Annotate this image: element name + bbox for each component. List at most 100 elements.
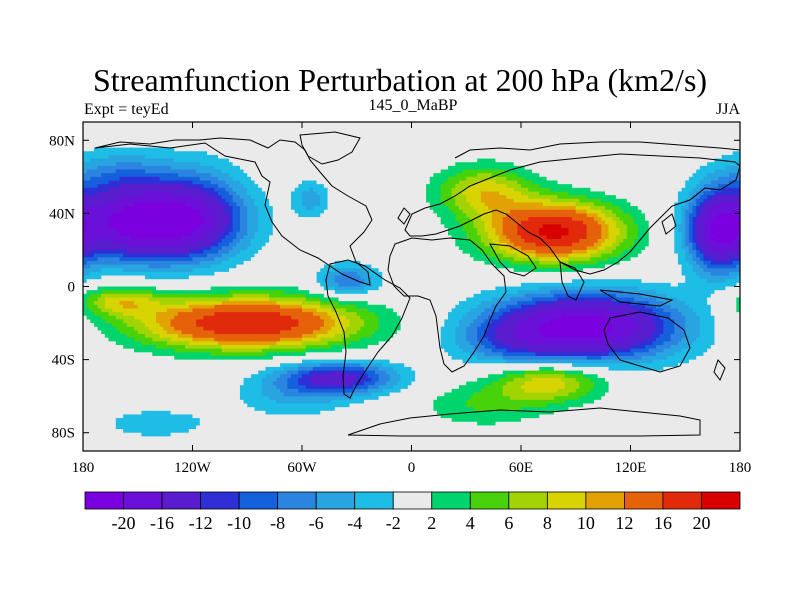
field-cell [134,143,139,149]
field-cell [126,220,132,225]
field-cell [247,286,252,291]
field-cell [177,228,183,233]
field-cell [258,271,263,277]
field-cell [280,385,285,390]
field-cell [203,122,208,127]
field-cell [199,334,205,339]
field-cell [221,301,226,306]
field-cell [137,129,142,134]
field-cell [108,341,113,346]
field-cell [243,396,248,401]
field-cell [177,238,183,244]
field-cell [261,224,267,229]
field-cell [199,136,205,141]
field-cell [163,407,168,412]
field-cell [108,213,113,218]
field-cell [214,388,219,394]
field-cell [137,388,142,394]
field-cell [134,151,139,156]
field-cell [243,282,248,288]
field-cell [254,169,259,174]
field-cell [174,414,179,419]
field-cell [199,341,205,346]
field-cell [112,224,117,229]
field-cell [152,414,157,419]
field-cell [148,282,153,288]
field-cell [239,122,245,127]
field-cell [265,315,270,320]
field-cell [225,341,230,346]
field-cell [250,136,256,141]
field-cell [229,162,234,167]
field-cell [207,432,212,437]
field-cell [283,202,288,207]
field-cell [177,242,183,247]
field-cell [258,421,263,427]
field-cell [192,421,197,427]
field-cell [250,388,256,394]
field-cell [188,359,194,364]
field-cell [108,355,113,361]
field-cell [283,224,288,229]
field-cell [236,154,241,160]
field-cell [119,407,124,412]
field-cell [265,399,270,405]
field-cell [170,217,175,222]
field-cell [112,202,117,207]
field-cell [250,249,256,255]
field-cell [86,410,91,416]
field-cell [232,173,237,178]
field-cell [134,377,139,383]
field-cell [177,184,183,189]
field-cell [229,297,234,302]
field-cell [221,330,226,335]
field-cell [265,275,270,280]
field-cell [239,308,245,313]
field-cell [83,341,88,346]
field-cell [137,440,142,445]
field-cell [280,429,285,434]
field-cell [112,165,117,171]
field-cell [119,381,124,386]
field-cell [221,418,226,423]
field-cell [196,363,201,368]
field-cell [159,392,164,397]
field-cell [185,399,190,405]
field-cell [152,220,157,225]
field-cell [196,162,201,167]
field-cell [283,268,288,273]
field-cell [218,355,223,361]
field-cell [174,162,179,167]
field-cell [265,242,270,247]
field-cell [203,209,208,214]
field-cell [185,191,190,196]
field-cell [276,271,281,277]
field-cell [247,341,252,346]
field-cell [203,396,208,401]
field-cell [170,344,175,350]
field-cell [276,366,281,372]
field-cell [232,122,237,127]
field-cell [181,165,186,171]
field-cell [203,381,208,386]
field-cell [108,235,113,240]
field-cell [86,363,91,368]
field-cell [163,136,168,141]
field-cell [90,323,95,328]
field-cell [170,381,175,386]
field-cell [159,447,164,451]
field-cell [163,403,168,408]
field-cell [192,290,197,295]
field-cell [276,308,281,313]
field-cell [177,286,183,291]
field-cell [141,337,146,342]
field-cell [108,348,113,353]
field-cell [108,224,113,229]
field-cell [218,129,223,134]
field-cell [210,187,215,193]
field-cell [104,377,110,383]
field-cell [272,180,278,185]
field-cell [145,337,150,342]
field-cell [112,228,117,233]
field-cell [207,392,212,397]
